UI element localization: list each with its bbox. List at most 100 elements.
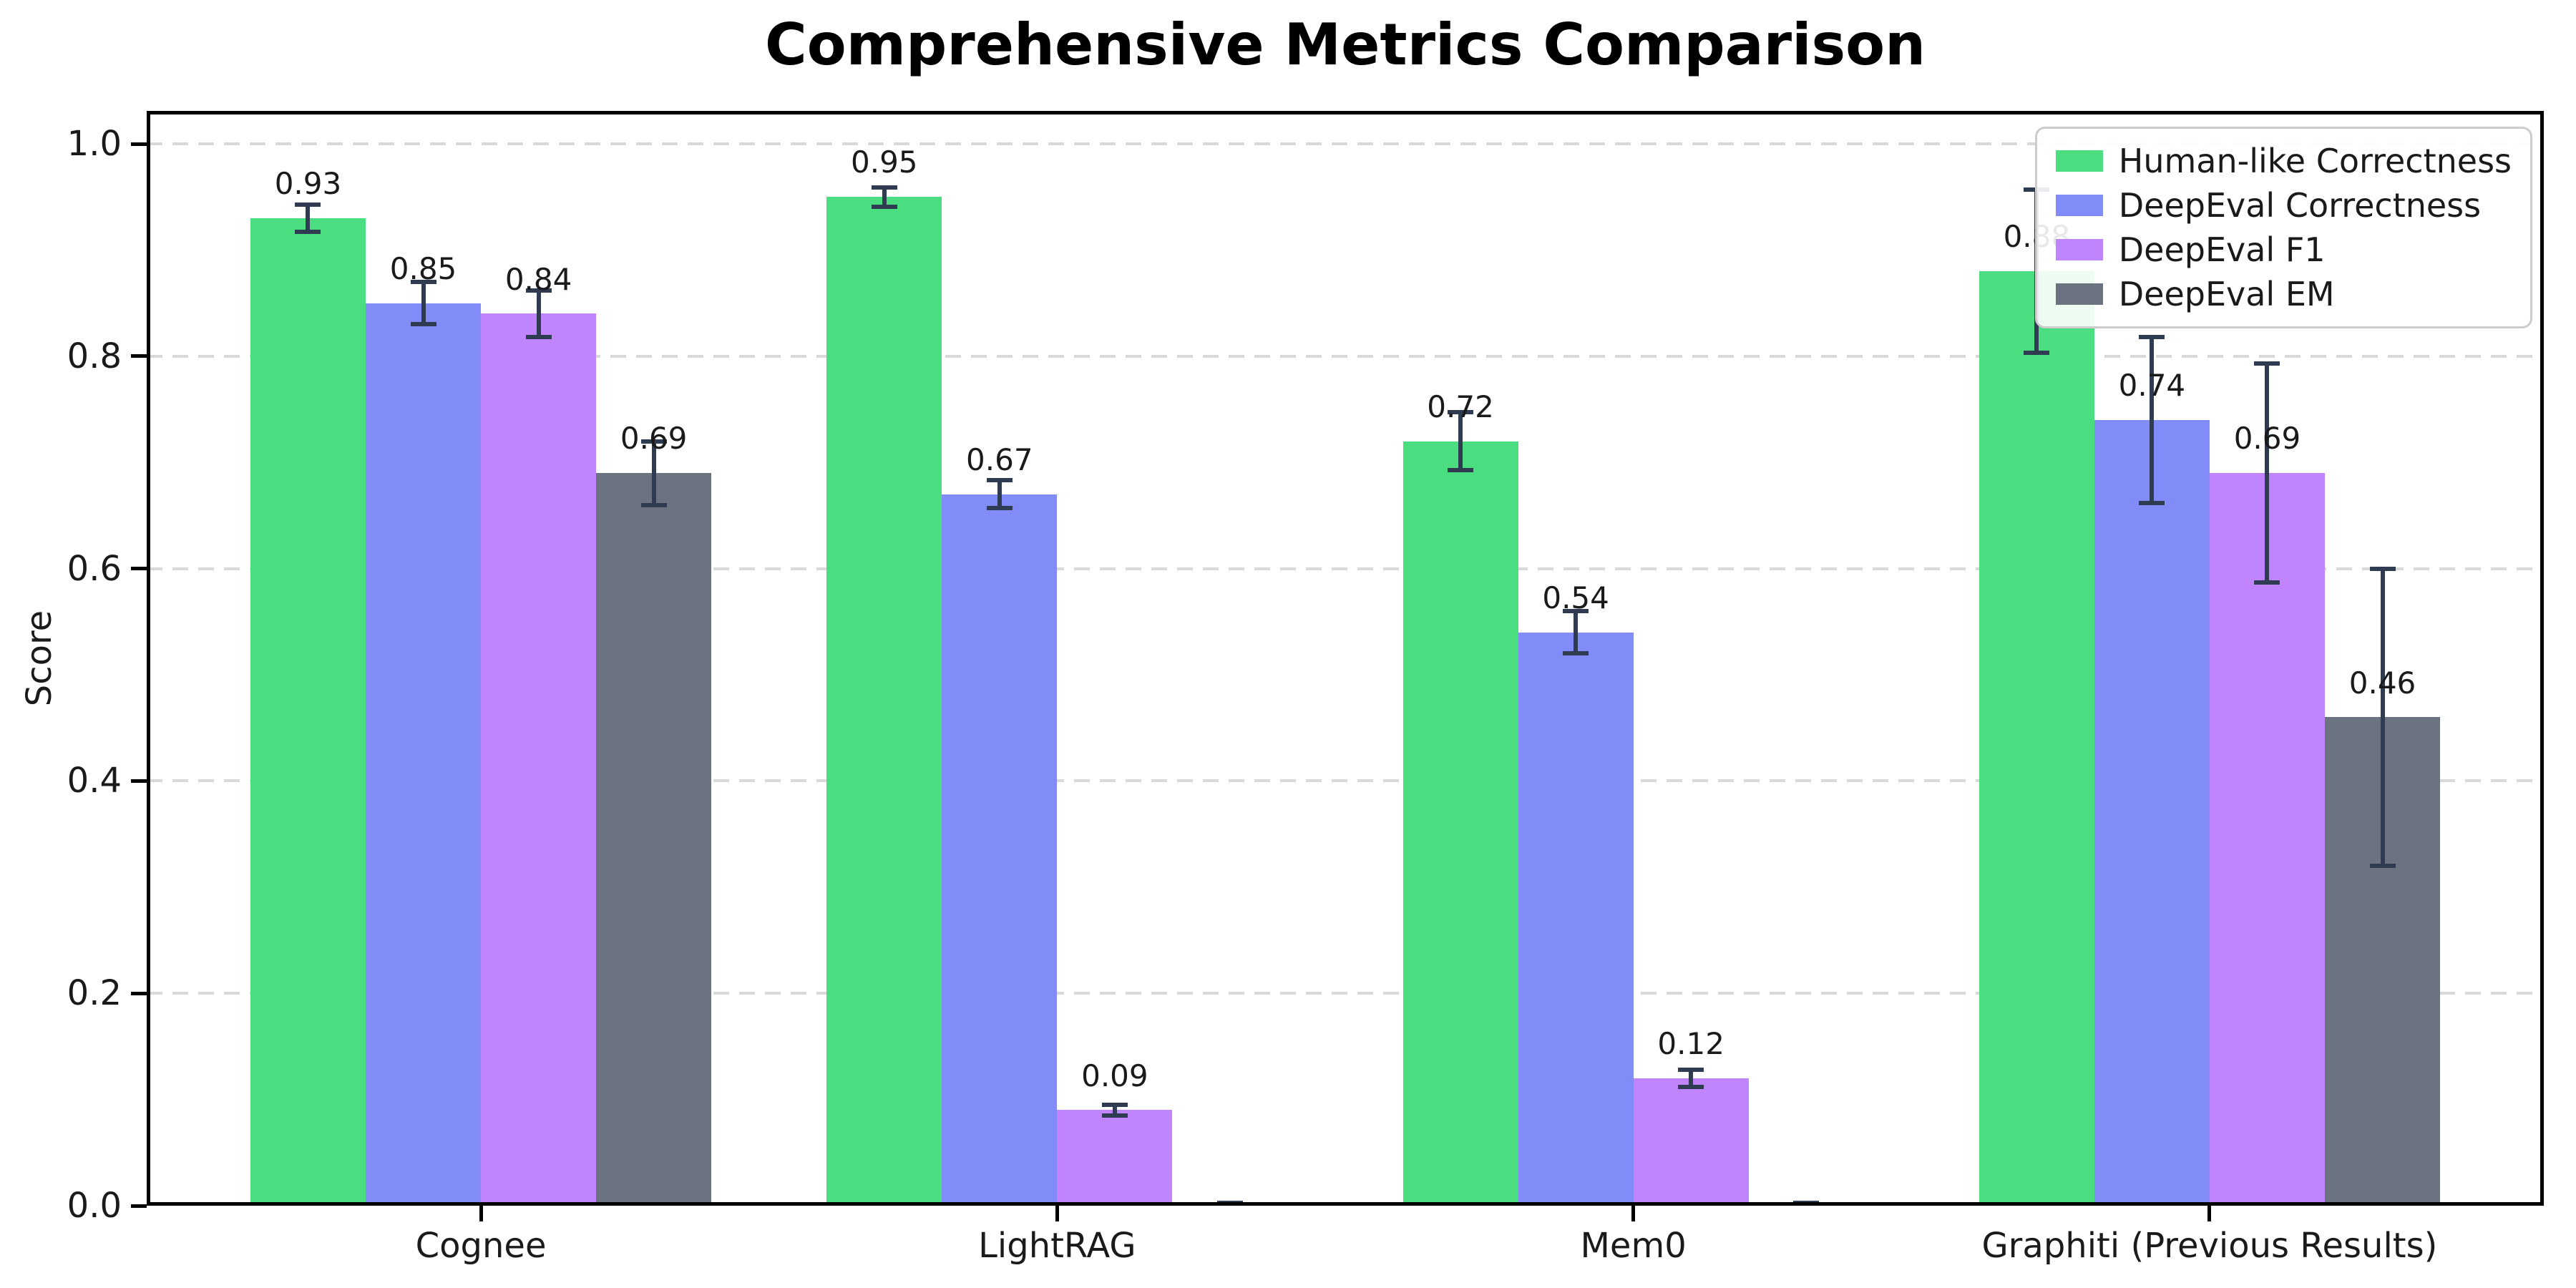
chart-title: Comprehensive Metrics Comparison: [764, 11, 1926, 78]
bar-value-label: 0.74: [2118, 368, 2186, 404]
error-bar-cap: [2254, 361, 2280, 366]
error-bar-cap: [525, 288, 552, 293]
bar: [1633, 1078, 1749, 1206]
legend-row: DeepEval Correctness: [2055, 186, 2512, 225]
y-tick-mark: [131, 1204, 147, 1208]
bar-value-label: 0.09: [1081, 1058, 1148, 1093]
bar-value-label: 0.95: [851, 145, 918, 180]
error-bar: [1112, 1105, 1117, 1116]
bar: [1057, 1110, 1173, 1206]
legend-swatch: [2055, 239, 2103, 260]
x-tick-label: LightRAG: [978, 1226, 1136, 1266]
error-bar: [882, 187, 887, 207]
error-bar: [1689, 1070, 1694, 1087]
error-bar-cap: [525, 335, 552, 340]
y-tick-mark: [131, 567, 147, 571]
y-axis-label: Score: [19, 610, 59, 707]
error-bar-cap: [2369, 864, 2396, 869]
y-tick-mark: [131, 142, 147, 146]
x-tick-mark: [1631, 1206, 1636, 1221]
legend-swatch: [2055, 283, 2103, 305]
error-bar-cap: [410, 322, 436, 327]
error-bar-cap: [295, 230, 321, 235]
error-bar-cap: [2254, 580, 2280, 585]
error-bar-cap: [640, 502, 667, 507]
legend-swatch: [2055, 195, 2103, 216]
error-bar-cap: [871, 185, 897, 190]
bar-value-label: 0.85: [389, 250, 457, 286]
bar: [366, 303, 482, 1206]
error-bar-cap: [1678, 1068, 1704, 1073]
y-tick-label: 0.8: [67, 336, 122, 376]
y-tick-mark: [131, 991, 147, 995]
gridline: [147, 992, 2544, 995]
legend-label: DeepEval EM: [2118, 275, 2335, 313]
legend: Human-like Correctness DeepEval Correctne…: [2034, 127, 2532, 328]
legend-label: DeepEval F1: [2118, 230, 2326, 269]
bar-value-label: 0.46: [2348, 665, 2416, 701]
spine-left: [147, 111, 150, 1206]
gridline: [147, 567, 2544, 570]
x-tick-label: Graphiti (Previous Results): [1981, 1226, 2438, 1266]
bar: [1518, 632, 1634, 1206]
x-tick-label: Cognee: [415, 1226, 547, 1266]
error-bar-cap: [410, 279, 436, 284]
plot-area: Human-like Correctness DeepEval Correctne…: [147, 111, 2544, 1206]
legend-label: Human-like Correctness: [2118, 142, 2512, 180]
error-bar-cap: [871, 204, 897, 209]
y-tick-label: 0.2: [67, 973, 122, 1014]
error-bar: [651, 441, 656, 505]
y-tick-mark: [131, 354, 147, 358]
bar-value-label: 0.72: [1427, 389, 1494, 424]
error-bar: [306, 204, 311, 233]
legend-swatch: [2055, 150, 2103, 172]
spine-bottom: [147, 1202, 2544, 1206]
gridline: [147, 142, 2544, 145]
gridline: [147, 354, 2544, 358]
error-bar: [1574, 610, 1579, 654]
legend-row: DeepEval F1: [2055, 230, 2512, 269]
bar: [2209, 473, 2325, 1206]
legend-label: DeepEval Correctness: [2118, 186, 2482, 225]
bar: [596, 473, 712, 1206]
error-bar-cap: [1101, 1103, 1128, 1108]
bar-value-label: 0.67: [966, 441, 1033, 477]
error-bar-cap: [1563, 608, 1589, 613]
bar: [826, 197, 942, 1206]
error-bar-cap: [2139, 335, 2165, 340]
y-tick-label: 0.6: [67, 548, 122, 589]
bar-value-label: 0.12: [1657, 1026, 1724, 1062]
error-bar: [2380, 568, 2385, 867]
x-tick-mark: [2207, 1206, 2212, 1221]
bar-value-label: 0.84: [504, 261, 572, 297]
bar-value-label: 0.54: [1542, 580, 1609, 615]
error-bar-cap: [295, 202, 321, 207]
error-bar: [997, 480, 1002, 508]
error-bar: [2150, 337, 2155, 503]
error-bar-cap: [2024, 351, 2050, 356]
bar-value-label: 0.69: [620, 421, 688, 457]
legend-row: DeepEval EM: [2055, 275, 2512, 313]
y-tick-label: 0.0: [67, 1186, 122, 1226]
error-bar-cap: [640, 439, 667, 444]
gridline: [147, 779, 2544, 783]
bar: [250, 218, 366, 1206]
error-bar-cap: [1563, 651, 1589, 656]
y-tick-label: 1.0: [67, 124, 122, 164]
error-bar-cap: [2369, 566, 2396, 571]
bar-value-label: 0.93: [274, 166, 342, 202]
y-tick-label: 0.4: [67, 761, 122, 801]
error-bar-cap: [2139, 500, 2165, 505]
error-bar: [2265, 364, 2270, 582]
bar: [481, 313, 597, 1206]
error-bar-cap: [1678, 1084, 1704, 1089]
y-tick-mark: [131, 779, 147, 783]
legend-row: Human-like Correctness: [2055, 142, 2512, 180]
error-bar-cap: [1448, 467, 1474, 472]
error-bar-cap: [1448, 410, 1474, 415]
bar-value-label: 0.69: [2233, 421, 2301, 457]
bar: [1402, 441, 1518, 1206]
spine-top: [147, 111, 2544, 114]
error-bar: [421, 281, 426, 325]
